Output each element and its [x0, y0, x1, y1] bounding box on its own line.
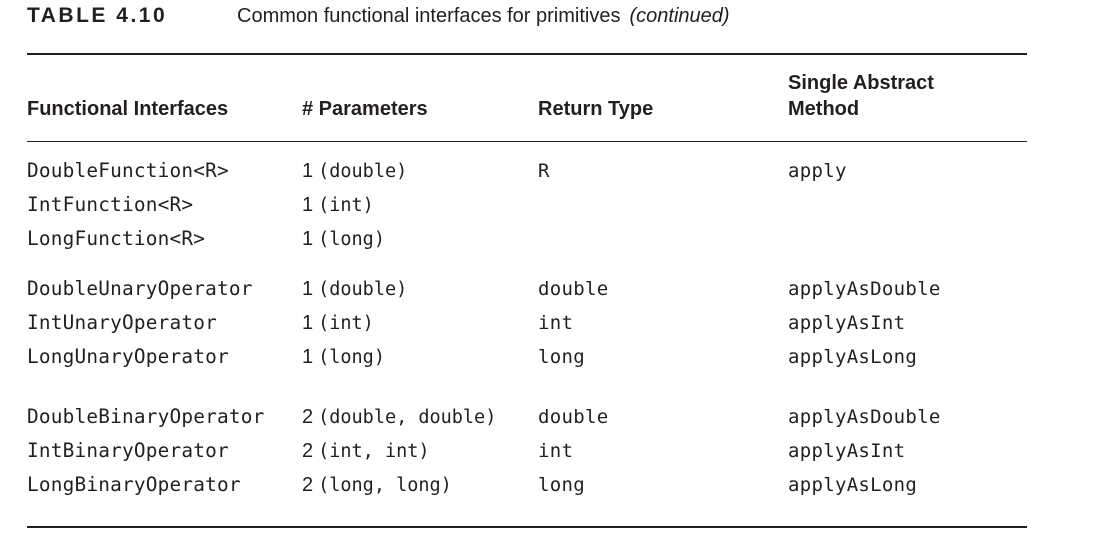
- table-row: LongUnaryOperator 1 (long) long applyAsLong: [0, 340, 1110, 374]
- cell-parameters: 2 (int, int): [302, 434, 430, 469]
- parameter-count: 2: [302, 440, 314, 462]
- parameter-types: (long, long): [318, 475, 452, 496]
- table-row: DoubleBinaryOperator 2 (double, double) dou…: [0, 400, 1110, 434]
- cell-interface: IntBinaryOperator: [27, 439, 229, 462]
- cell-interface: LongUnaryOperator: [27, 345, 229, 368]
- parameter-count: 2: [302, 406, 314, 428]
- header-method-line2: Method: [788, 98, 860, 120]
- table-row: IntUnaryOperator 1 (int) int applyAsInt: [0, 306, 1110, 340]
- cell-parameters: 1 (int): [302, 306, 374, 341]
- parameter-count: 1: [302, 194, 314, 216]
- table-row: IntFunction<R> 1 (int): [0, 188, 1110, 222]
- cell-interface: DoubleUnaryOperator: [27, 277, 253, 300]
- parameter-types: (int): [318, 313, 374, 334]
- cell-parameters: 1 (double): [302, 272, 407, 307]
- cell-interface: IntFunction<R>: [27, 193, 194, 216]
- cell-return-type: long: [538, 346, 585, 368]
- table-top-rule: [27, 53, 1027, 55]
- cell-parameters: 1 (int): [302, 188, 374, 223]
- cell-parameters: 1 (double): [302, 154, 407, 189]
- table-row: DoubleUnaryOperator 1 (double) double applyA…: [0, 272, 1110, 306]
- table-continued-note: (continued): [629, 5, 730, 27]
- cell-return-type: R: [538, 160, 550, 182]
- cell-return-type: long: [538, 474, 585, 496]
- table-caption: TABLE 4.10 Common functional interfaces …: [27, 4, 730, 32]
- cell-return-type: double: [538, 278, 609, 300]
- cell-abstract-method: applyAsLong: [788, 474, 918, 496]
- table-bottom-rule: [27, 526, 1027, 528]
- table-row: IntBinaryOperator 2 (int, int) int applyAsIn…: [0, 434, 1110, 468]
- parameter-count: 1: [302, 346, 314, 368]
- cell-interface: DoubleFunction<R>: [27, 159, 229, 182]
- cell-parameters: 1 (long): [302, 340, 385, 375]
- cell-return-type: int: [538, 312, 574, 334]
- parameter-types: (int, int): [318, 441, 430, 462]
- cell-parameters: 1 (long): [302, 222, 385, 257]
- parameter-types: (double): [318, 279, 408, 300]
- cell-interface: DoubleBinaryOperator: [27, 405, 265, 428]
- cell-interface: IntUnaryOperator: [27, 311, 217, 334]
- parameter-types: (double): [318, 161, 408, 182]
- parameter-types: (long): [318, 347, 385, 368]
- header-parameters: # Parameters: [302, 98, 428, 120]
- cell-parameters: 2 (long, long): [302, 468, 452, 503]
- table-number: TABLE 4.10: [27, 4, 168, 27]
- parameter-types: (int): [318, 195, 374, 216]
- cell-return-type: int: [538, 440, 574, 462]
- parameter-count: 1: [302, 312, 314, 334]
- cell-abstract-method: applyAsDouble: [788, 406, 941, 428]
- parameter-types: (long): [318, 229, 385, 250]
- header-method-line1: Single Abstract: [788, 72, 934, 94]
- cell-abstract-method: applyAsDouble: [788, 278, 941, 300]
- cell-interface: LongBinaryOperator: [27, 473, 241, 496]
- parameter-count: 1: [302, 228, 314, 250]
- cell-abstract-method: apply: [788, 160, 847, 182]
- cell-interface: LongFunction<R>: [27, 227, 206, 250]
- cell-return-type: double: [538, 406, 609, 428]
- cell-abstract-method: applyAsInt: [788, 312, 906, 334]
- parameter-count: 1: [302, 278, 314, 300]
- parameter-count: 2: [302, 474, 314, 496]
- parameter-count: 1: [302, 160, 314, 182]
- cell-parameters: 2 (double, double): [302, 400, 496, 435]
- table-row: LongBinaryOperator 2 (long, long) long apply…: [0, 468, 1110, 502]
- table-header-rule: [27, 141, 1027, 142]
- cell-abstract-method: applyAsInt: [788, 440, 906, 462]
- table-row: LongFunction<R> 1 (long): [0, 222, 1110, 256]
- table-title: Common functional interfaces for primiti…: [237, 5, 621, 27]
- cell-abstract-method: applyAsLong: [788, 346, 918, 368]
- header-functional-interfaces: Functional Interfaces: [27, 98, 229, 120]
- parameter-types: (double, double): [318, 407, 497, 428]
- header-return-type: Return Type: [538, 98, 654, 120]
